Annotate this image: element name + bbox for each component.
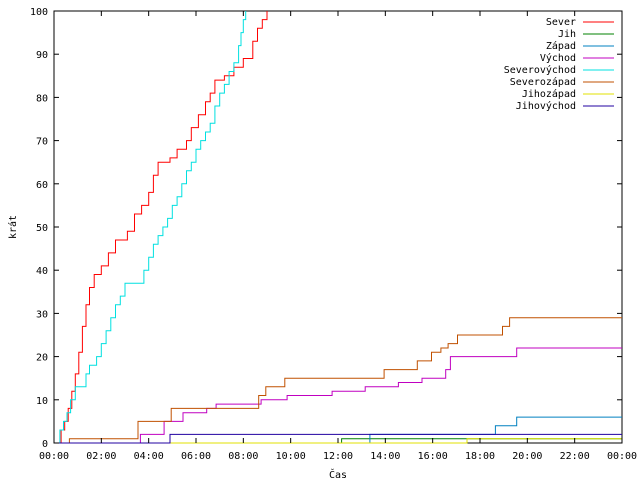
y-tick-label: 20 — [36, 353, 48, 364]
x-tick-label: 14:00 — [370, 451, 400, 462]
y-tick-label: 0 — [42, 439, 48, 450]
x-tick-label: 12:00 — [323, 451, 353, 462]
series-line-sever — [54, 11, 268, 444]
y-tick-label: 100 — [30, 7, 48, 18]
y-axis-label: krát — [7, 215, 19, 239]
y-tick-label: 60 — [36, 180, 48, 191]
series-line-severozápad — [54, 317, 622, 444]
legend: SeverJihZápadVýchodSeverovýchodSeverozáp… — [504, 17, 614, 112]
y-tick-label: 90 — [36, 50, 48, 61]
series-line-jihovýchod — [54, 433, 622, 444]
legend-label: Sever — [546, 17, 576, 28]
y-tick-label: 80 — [36, 93, 48, 104]
legend-label: Severovýchod — [504, 64, 576, 76]
series-line-východ — [54, 347, 622, 444]
axes-layer: 00:00 02:00 04:00 06:00 08:00 10:00 12:00 14:00… — [30, 7, 637, 462]
x-axis-label: Čas — [329, 468, 347, 480]
y-tick-label: 30 — [36, 309, 48, 320]
x-tick-label: 10:00 — [276, 451, 306, 462]
legend-label: Jihozápad — [522, 88, 576, 100]
x-tick-label: 06:00 — [181, 451, 211, 462]
legend-label: Západ — [546, 40, 576, 52]
series-line-jihozápad — [54, 438, 622, 444]
x-tick-label: 20:00 — [512, 451, 542, 462]
legend-label: Jih — [558, 29, 576, 40]
x-tick-label: 08:00 — [228, 451, 258, 462]
y-tick-label: 40 — [36, 266, 48, 277]
y-tick-label: 10 — [36, 396, 48, 407]
series-layer — [54, 11, 622, 444]
x-tick-label: 00:00 — [39, 451, 69, 462]
y-tick-label: 70 — [36, 137, 48, 148]
y-tick-label: 50 — [36, 223, 48, 234]
legend-label: Severozápad — [510, 76, 576, 88]
x-tick-label: 16:00 — [418, 451, 448, 462]
x-tick-label: 00:00 — [607, 451, 637, 462]
x-tick-label: 18:00 — [465, 451, 495, 462]
legend-label: Východ — [540, 52, 576, 64]
x-tick-label: 22:00 — [560, 451, 590, 462]
series-line-severovýchod — [54, 11, 247, 444]
x-tick-label: 02:00 — [86, 451, 116, 462]
x-tick-label: 04:00 — [134, 451, 164, 462]
legend-label: Jihovýchod — [516, 100, 576, 112]
